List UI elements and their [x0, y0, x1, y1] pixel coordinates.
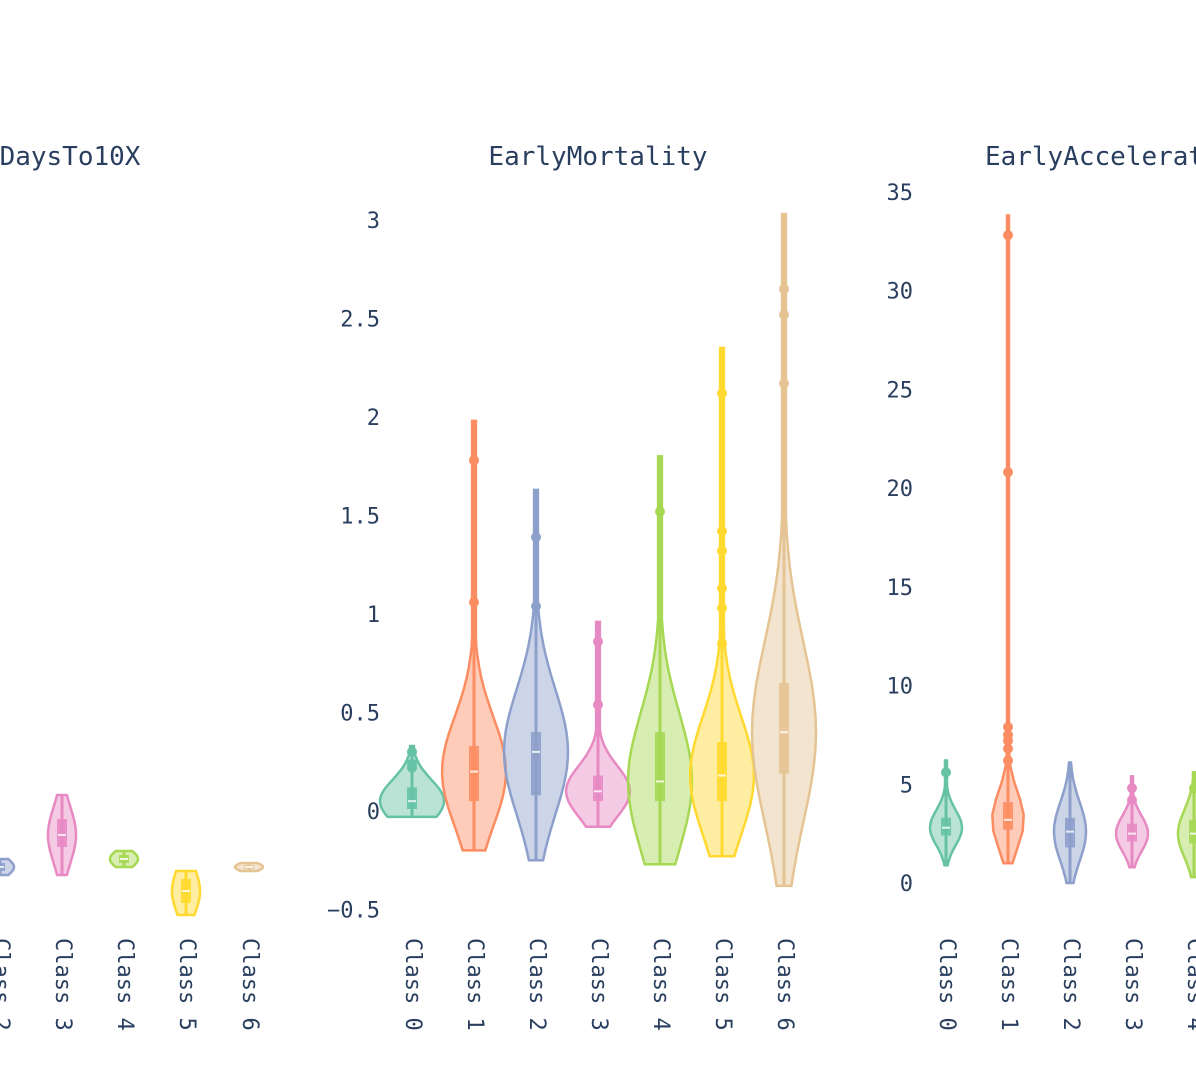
x-tick-label: Class 3	[1120, 938, 1145, 1031]
violin-class-0	[378, 744, 446, 819]
outlier-point	[717, 638, 727, 649]
violin-iqr-box	[1003, 802, 1013, 830]
panel-title: EarlyMortality	[488, 142, 707, 172]
outlier-point	[1003, 721, 1013, 732]
x-tick-label: Class 2	[0, 938, 13, 1031]
x-tick-label: Class 3	[50, 938, 75, 1031]
x-tick-label: Class 4	[112, 938, 137, 1031]
violin-class-5	[170, 869, 202, 917]
y-tick-label: 0	[367, 800, 380, 825]
y-tick-label: 15	[887, 576, 914, 601]
outlier-point	[407, 758, 417, 769]
outlier-point	[941, 767, 951, 778]
y-tick-label: 5	[900, 773, 913, 798]
outlier-point	[1003, 729, 1013, 740]
violin-iqr-box	[531, 732, 541, 796]
outlier-point	[717, 603, 727, 614]
y-tick-label: 1	[367, 603, 380, 628]
y-tick-label: 35	[887, 181, 914, 206]
violin-iqr-box	[407, 787, 417, 810]
outlier-point	[531, 532, 541, 543]
violin-iqr-box	[779, 682, 789, 774]
violin-class-5	[688, 346, 756, 858]
y-tick-label: 20	[887, 477, 914, 502]
x-tick-label: Class 2	[524, 938, 549, 1031]
y-tick-label: 30	[887, 280, 914, 305]
outlier-point	[717, 583, 727, 594]
y-tick-label: 2	[367, 406, 380, 431]
x-tick-label: Class 3	[586, 938, 611, 1031]
violin-iqr-box	[655, 732, 665, 802]
violin-iqr-box	[1189, 819, 1196, 844]
violin-iqr-box	[57, 819, 67, 847]
violin-class-3	[46, 793, 78, 877]
x-tick-label: Class 1	[996, 938, 1021, 1031]
outlier-point	[1003, 467, 1013, 478]
outlier-point	[407, 746, 417, 757]
outlier-point	[655, 506, 665, 517]
panel-title: DaysTo10X	[0, 142, 141, 172]
violin-iqr-box	[469, 745, 479, 802]
violin-class-3	[564, 620, 632, 829]
x-tick-label: Class 5	[174, 938, 199, 1031]
outlier-point	[779, 283, 789, 294]
y-tick-label: 1.5	[340, 505, 380, 530]
outlier-point	[779, 378, 789, 389]
violin-class-0	[928, 759, 964, 867]
panel-early-acceleration: EarlyAcceleration 0 5 10 15 20 25 30 35 Class 0 Cl…	[887, 142, 1196, 1031]
violin-class-2	[0, 857, 16, 877]
outlier-point	[779, 309, 789, 320]
y-tick-label: 0	[900, 872, 913, 897]
outlier-point	[531, 601, 541, 612]
violin-class-2	[1052, 761, 1088, 885]
violin-class-1	[991, 214, 1025, 865]
outlier-point	[717, 526, 727, 537]
panel-early-mortality: EarlyMortality −0.5 0 0.5 1 1.5 2 2.5 3 Class 0 Cl…	[327, 142, 818, 1031]
violin-iqr-box	[593, 775, 603, 802]
x-tick-label: Class 4	[1182, 938, 1196, 1031]
violin-iqr-box	[717, 742, 727, 802]
x-tick-label: Class 2	[1058, 938, 1083, 1031]
x-tick-label: Class 0	[934, 938, 959, 1031]
outlier-point	[1003, 755, 1013, 766]
y-tick-label: 3	[367, 209, 380, 234]
x-tick-label: Class 5	[710, 938, 735, 1031]
y-tick-label: 0.5	[340, 702, 380, 727]
y-tick-label: 25	[887, 378, 914, 403]
panel-title: EarlyAcceleration	[985, 142, 1196, 172]
violin-class-4	[108, 849, 140, 869]
outlier-point	[1127, 783, 1137, 794]
y-tick-label: 10	[887, 675, 914, 700]
violin-class-4	[1176, 771, 1196, 879]
x-tick-label: Class 6	[237, 938, 262, 1031]
panel-days-to-10x: DaysTo10X Class 2 Class 3 Class 4 Class 5 Cla…	[0, 142, 265, 1031]
outlier-point	[1003, 230, 1013, 241]
x-tick-label: Class 6	[772, 938, 797, 1031]
outlier-point	[593, 699, 603, 710]
violin-class-6	[233, 861, 265, 873]
outlier-point	[1003, 743, 1013, 754]
x-tick-label: Class 4	[648, 938, 673, 1031]
y-tick-label: 2.5	[340, 308, 380, 333]
violin-class-4	[626, 455, 694, 866]
x-tick-label: Class 0	[400, 938, 425, 1031]
outlier-point	[469, 597, 479, 608]
y-tick-label: −0.5	[327, 899, 380, 924]
outlier-point	[717, 388, 727, 399]
outlier-point	[1189, 783, 1196, 794]
violin-class-2	[502, 488, 570, 862]
outlier-point	[1127, 795, 1137, 806]
violin-class-6	[750, 212, 818, 888]
outlier-point	[717, 545, 727, 556]
outlier-point	[469, 455, 479, 466]
violin-class-1	[440, 419, 508, 852]
outlier-point	[593, 636, 603, 647]
violin-class-3	[1114, 775, 1150, 869]
x-tick-label: Class 1	[462, 938, 487, 1031]
